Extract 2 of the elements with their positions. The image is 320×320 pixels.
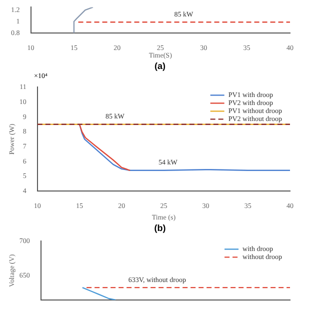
text: (a)	[154, 60, 166, 72]
text: (b)	[153, 222, 167, 234]
